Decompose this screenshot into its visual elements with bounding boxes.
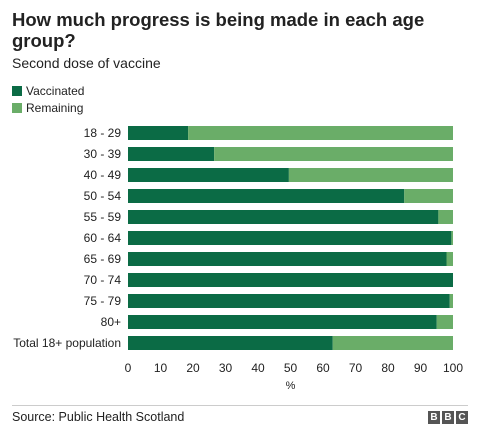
bbc-logo-letter: B <box>442 411 454 424</box>
chart-title: How much progress is being made in each … <box>12 9 425 51</box>
source-note: Source: Public Health Scotland <box>12 410 185 424</box>
bar-segment-remaining <box>438 210 453 224</box>
bar-segment-remaining <box>214 147 453 161</box>
bar-segment-remaining <box>436 315 453 329</box>
x-tick-label: 90 <box>414 361 428 375</box>
x-axis-label: % <box>286 380 296 392</box>
x-tick-label: 20 <box>186 361 200 375</box>
footer-divider <box>12 405 468 406</box>
bbc-logo-letter: C <box>456 411 468 424</box>
chart-subtitle: Second dose of vaccine <box>12 55 161 71</box>
bar-segment-vaccinated <box>128 147 215 161</box>
bar-segment-vaccinated <box>128 126 189 140</box>
category-label: 55 - 59 <box>84 210 122 224</box>
bar-segment-vaccinated <box>128 336 333 350</box>
x-tick-label: 80 <box>381 361 395 375</box>
bar-segment-vaccinated <box>128 294 450 308</box>
bar-segment-vaccinated <box>128 315 437 329</box>
bar-segment-vaccinated <box>128 231 452 245</box>
category-label: 80+ <box>101 315 121 329</box>
category-label: 65 - 69 <box>84 252 122 266</box>
bar-segment-vaccinated <box>128 252 447 266</box>
x-tick-label: 50 <box>284 361 298 375</box>
bar-segment-remaining <box>332 336 453 350</box>
category-label: Total 18+ population <box>13 336 121 350</box>
legend-label-remaining: Remaining <box>26 100 84 115</box>
bbc-logo: B B C <box>428 411 468 424</box>
bar-segment-vaccinated <box>128 273 453 287</box>
x-tick-label: 0 <box>125 361 132 375</box>
bar-segment-remaining <box>288 168 453 182</box>
x-tick-label: 30 <box>219 361 233 375</box>
legend-item-vaccinated: Vaccinated <box>12 82 84 99</box>
bar-segment-remaining <box>446 252 453 266</box>
x-tick-label: 40 <box>251 361 265 375</box>
x-tick-label: 70 <box>349 361 363 375</box>
chart-legend: Vaccinated Remaining <box>12 82 84 116</box>
x-tick-label: 100 <box>443 361 463 375</box>
x-tick-label: 60 <box>316 361 330 375</box>
category-label: 75 - 79 <box>84 294 122 308</box>
category-label: 70 - 74 <box>84 273 122 287</box>
category-label: 40 - 49 <box>84 168 122 182</box>
bbc-logo-letter: B <box>428 411 440 424</box>
category-label: 50 - 54 <box>84 189 122 203</box>
bar-segment-remaining <box>449 294 453 308</box>
legend-label-vaccinated: Vaccinated <box>26 83 85 98</box>
bar-segment-remaining <box>451 231 453 245</box>
category-label: 18 - 29 <box>84 126 122 140</box>
stacked-bar-chart: 18 - 29 30 - 39 40 - 49 50 - 54 55 - 59 60 - … <box>13 126 463 392</box>
category-label: 60 - 64 <box>84 231 122 245</box>
bar-segment-vaccinated <box>128 189 405 203</box>
bar-segment-vaccinated <box>128 168 289 182</box>
legend-swatch-remaining <box>12 102 22 113</box>
legend-swatch-vaccinated <box>12 85 22 96</box>
x-tick-label: 10 <box>154 361 168 375</box>
bar-segment-vaccinated <box>128 210 439 224</box>
bar-segment-remaining <box>404 189 453 203</box>
category-label: 30 - 39 <box>84 147 122 161</box>
legend-item-remaining: Remaining <box>12 99 84 116</box>
bar-segment-remaining <box>188 126 453 140</box>
